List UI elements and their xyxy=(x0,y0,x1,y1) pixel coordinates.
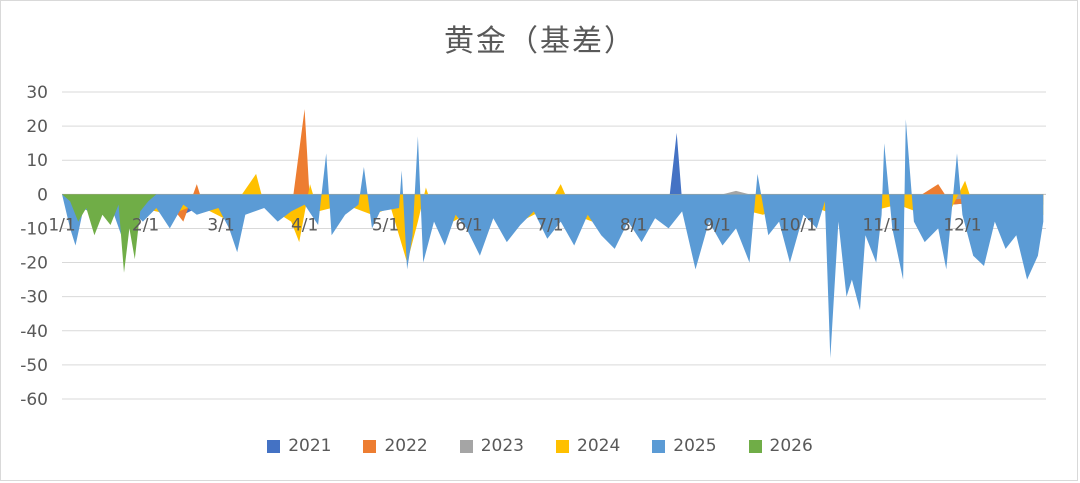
y-tick-label: 10 xyxy=(26,151,48,171)
legend-item-2026: 2026 xyxy=(748,436,813,456)
series-area-2025 xyxy=(62,119,1044,359)
x-tick-label: 9/1 xyxy=(703,215,730,235)
x-tick-label: 7/1 xyxy=(536,215,563,235)
series-area-2026 xyxy=(62,194,157,273)
legend-item-2021: 2021 xyxy=(267,436,331,456)
y-tick-label: 20 xyxy=(26,117,48,137)
legend-swatch xyxy=(459,439,473,453)
legend-item-2023: 2023 xyxy=(459,436,524,456)
y-tick-label: -20 xyxy=(20,254,48,274)
x-tick-label: 6/1 xyxy=(455,215,482,235)
x-tick-label: 10/1 xyxy=(779,215,817,235)
legend-label: 2023 xyxy=(480,436,524,456)
x-tick-label: 2/1 xyxy=(132,215,159,235)
y-tick-label: -40 xyxy=(20,322,48,342)
legend-label: 2026 xyxy=(769,436,813,456)
y-tick-label: 0 xyxy=(37,185,48,205)
x-tick-label: 5/1 xyxy=(372,215,399,235)
legend-item-2024: 2024 xyxy=(556,436,620,456)
y-tick-label: 30 xyxy=(26,83,48,103)
x-tick-label: 11/1 xyxy=(862,215,900,235)
x-tick-label: 8/1 xyxy=(620,215,647,235)
legend-label: 2024 xyxy=(577,436,621,456)
legend-swatch xyxy=(363,439,377,453)
series-area-2022 xyxy=(62,109,1044,222)
y-tick-label: -60 xyxy=(20,390,48,410)
legend-label: 2025 xyxy=(673,436,717,456)
legend-swatch xyxy=(267,439,281,453)
x-axis-ticks: 1/1 2/1 3/1 4/1 5/1 6/1 7/1 8/1 9/1 10/1 11/1 12/1 xyxy=(48,215,981,235)
x-tick-label: 3/1 xyxy=(207,215,234,235)
legend-swatch xyxy=(556,439,569,453)
legend-label: 2022 xyxy=(384,436,428,456)
legend-swatch xyxy=(652,439,666,453)
x-tick-label: 1/1 xyxy=(48,215,75,235)
legend-label: 2021 xyxy=(288,436,332,456)
y-axis-ticks: 30 20 10 0 -10 -20 -30 -40 -50 -60 xyxy=(20,83,48,410)
y-tick-label: -30 xyxy=(20,288,48,308)
x-tick-label: 12/1 xyxy=(943,215,981,235)
legend: 2021 2022 2023 2024 2025 2026 xyxy=(0,436,1080,456)
y-tick-label: -50 xyxy=(20,356,48,376)
y-tick-label: -10 xyxy=(20,219,48,239)
legend-swatch xyxy=(748,439,762,453)
legend-item-2025: 2025 xyxy=(652,436,717,456)
series-areas xyxy=(62,109,1044,359)
chart-title: 黄金（基差） xyxy=(444,24,636,59)
legend-item-2022: 2022 xyxy=(363,436,428,456)
x-tick-label: 4/1 xyxy=(291,215,318,235)
